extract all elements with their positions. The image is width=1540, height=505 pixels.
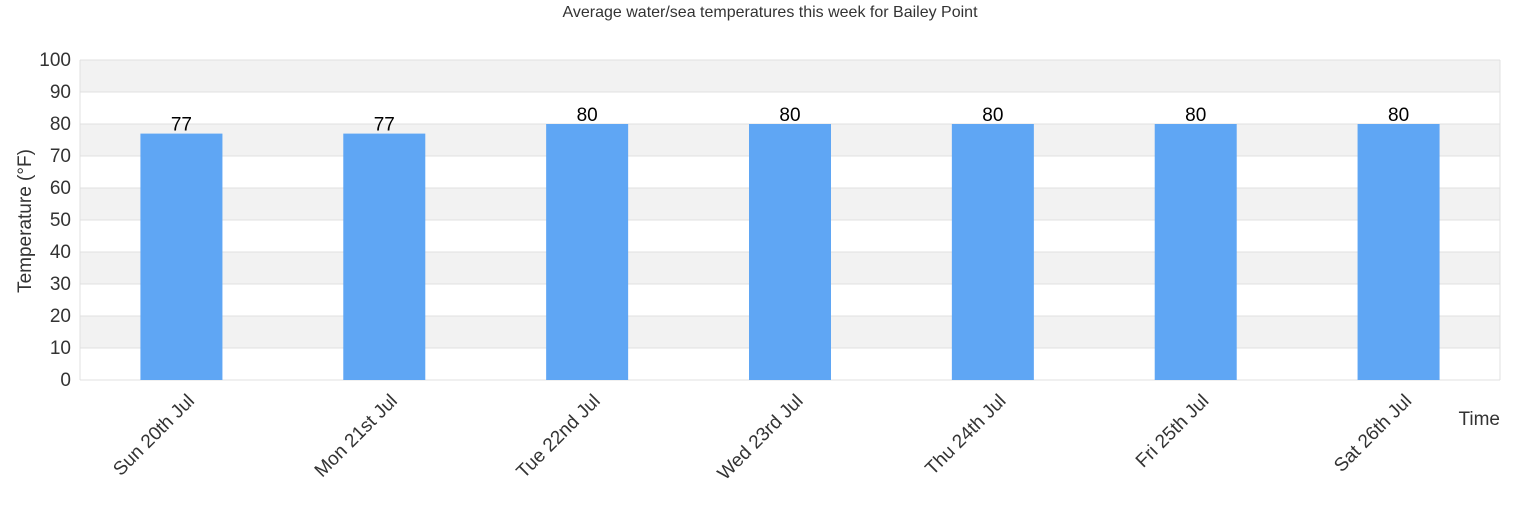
y-tick-label: 90 (50, 82, 71, 103)
x-axis-title: Time (1458, 409, 1500, 430)
bar (1154, 124, 1237, 380)
bar-data-label: 77 (171, 115, 192, 136)
bar (951, 124, 1034, 380)
x-tick-label: Tue 22nd Jul (513, 391, 605, 483)
y-tick-label: 80 (50, 114, 71, 135)
bar-data-labels: 77 77 80 80 80 80 80 (171, 105, 1409, 136)
y-tick-label: 40 (50, 242, 71, 263)
x-tick-label: Fri 25th Jul (1132, 391, 1213, 472)
y-tick-label: 60 (50, 178, 71, 199)
y-tick-label: 20 (50, 306, 71, 327)
plot-band (80, 60, 1500, 92)
x-tick-label: Mon 21st Jul (311, 391, 402, 482)
bar (343, 133, 426, 380)
bar-data-label: 80 (982, 105, 1003, 126)
bar-data-label: 80 (1185, 105, 1206, 126)
bar (140, 133, 223, 380)
x-tick-label: Wed 23rd Jul (714, 391, 808, 485)
bar-data-label: 80 (1388, 105, 1409, 126)
x-tick-label: Sun 20th Jul (109, 391, 199, 481)
bar-data-label: 77 (374, 115, 395, 136)
chart-title: Average water/sea temperatures this week… (562, 4, 978, 21)
bar (546, 124, 629, 380)
plot-band (80, 92, 1500, 124)
y-tick-label: 100 (39, 50, 71, 71)
x-tick-label: Sat 26th Jul (1330, 391, 1416, 477)
y-axis-title: Temperature (°F) (15, 149, 36, 293)
y-axis-ticks: 0 10 20 30 40 50 60 70 80 90 100 (39, 50, 71, 391)
bar-series (140, 124, 1440, 380)
bar (1357, 124, 1440, 380)
y-tick-label: 70 (50, 146, 71, 167)
x-tick-label: Thu 24th Jul (922, 391, 1011, 480)
bar (749, 124, 831, 380)
bar-data-label: 80 (577, 105, 598, 126)
bar-data-label: 80 (779, 105, 800, 126)
y-tick-label: 0 (60, 370, 71, 391)
y-tick-label: 10 (50, 338, 71, 359)
x-axis-ticks: Sun 20th Jul Mon 21st Jul Tue 22nd Jul Wed … (109, 391, 1416, 485)
y-tick-label: 30 (50, 274, 71, 295)
y-tick-label: 50 (50, 210, 71, 231)
